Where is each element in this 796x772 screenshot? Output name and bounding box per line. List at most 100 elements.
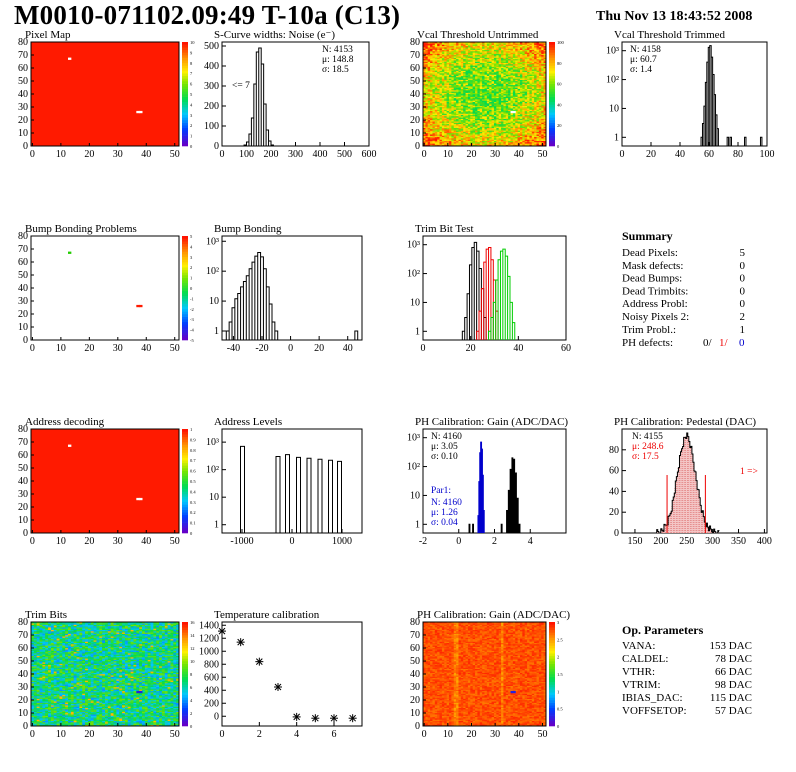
- heatmap-cell: [486, 116, 490, 118]
- heatmap-cell: [444, 94, 447, 96]
- heatmap-cell: [543, 103, 547, 105]
- heatmap-cell: [465, 44, 469, 47]
- heatmap-cell: [451, 103, 454, 105]
- heatmap-cell: [36, 724, 40, 727]
- heatmap-cell: [425, 113, 428, 115]
- heatmap-cell: [486, 97, 490, 100]
- heatmap-cell: [517, 58, 521, 61]
- heatmap-cell: [522, 47, 525, 49]
- heatmap-cell: [430, 112, 433, 114]
- heatmap-cell: [432, 104, 436, 106]
- heatmap-cell: [529, 121, 533, 123]
- palette-step: [549, 78, 555, 82]
- heatmap-cell: [489, 70, 492, 73]
- pixel-flag-red: [139, 304, 143, 308]
- heatmap-cell: [430, 69, 433, 71]
- heatmap-cell: [543, 96, 547, 99]
- heatmap-cell: [453, 143, 457, 145]
- heatmap-cell: [458, 107, 462, 109]
- heatmap-cell: [491, 60, 495, 62]
- heatmap-cell: [512, 48, 516, 50]
- heatmap-cell: [444, 131, 447, 134]
- heatmap-cell: [522, 94, 525, 96]
- heatmap-cell: [36, 645, 40, 647]
- heatmap-cell: [36, 650, 40, 653]
- palette-step: [182, 249, 188, 252]
- heatmap-cell: [425, 43, 428, 45]
- heatmap-cell: [519, 101, 523, 104]
- heatmap-cell: [484, 130, 488, 132]
- histogram-series-1: [477, 441, 485, 533]
- heatmap-cell: [437, 94, 440, 96]
- heatmap-cell: [465, 82, 469, 84]
- heatmap-cell: [519, 75, 523, 78]
- heatmap-cell: [515, 139, 518, 141]
- heatmap-cell: [432, 127, 436, 130]
- heatmap-cell: [472, 113, 476, 115]
- heatmap-cell: [434, 60, 438, 62]
- heatmap-cell: [522, 77, 525, 79]
- heatmap-cell: [491, 42, 495, 44]
- heatmap-cell: [470, 69, 473, 71]
- heatmap-cell: [430, 143, 433, 145]
- heatmap-cell: [432, 42, 436, 44]
- heatmap-cell: [538, 62, 542, 65]
- heatmap-cell: [534, 118, 537, 121]
- heatmap-cell: [456, 96, 459, 99]
- heatmap-cell: [439, 95, 443, 97]
- heatmap-cell: [453, 70, 457, 73]
- palette-step: [182, 135, 188, 139]
- heatmap-cell: [491, 78, 495, 80]
- heatmap-cell: [501, 86, 504, 88]
- heatmap-cell: [31, 648, 35, 650]
- heatmap-cell: [437, 44, 440, 47]
- heatmap-cell: [437, 69, 440, 71]
- heatmap-cell: [472, 97, 476, 100]
- heatmap-cell: [491, 91, 495, 93]
- heatmap-cell: [512, 136, 516, 139]
- heatmap-cell: [444, 103, 447, 105]
- heatmap-cell: [493, 138, 497, 140]
- heatmap-cell: [423, 42, 426, 44]
- heatmap-cell: [453, 66, 457, 69]
- heatmap-cell: [493, 61, 497, 63]
- heatmap-cell: [465, 136, 469, 139]
- heatmap-cell: [536, 52, 540, 54]
- heatmap-cell: [434, 42, 438, 44]
- heatmap-cell: [517, 42, 521, 44]
- heatmap-cell: [512, 116, 516, 118]
- heatmap-cell: [527, 131, 530, 134]
- heatmap-cell: [456, 82, 459, 84]
- heatmap-cell: [477, 42, 480, 44]
- heatmap-cell: [531, 94, 535, 96]
- heatmap-cell: [479, 120, 483, 122]
- heatmap-cell: [451, 64, 454, 66]
- heatmap-cell: [534, 47, 537, 49]
- heatmap-cell: [449, 83, 452, 86]
- heatmap-cell: [434, 88, 438, 91]
- heatmap-cell: [482, 52, 485, 54]
- palette-step: [182, 143, 188, 147]
- heatmap-cell: [527, 139, 530, 141]
- heatmap-cell: [517, 75, 521, 78]
- x-tick-label: 300: [288, 149, 303, 160]
- heatmap-cell: [441, 48, 445, 50]
- heatmap-cell: [536, 53, 540, 56]
- heatmap-cell: [460, 122, 464, 125]
- heatmap-cell: [489, 140, 492, 143]
- heatmap-cell: [515, 71, 518, 74]
- heatmap-cell: [505, 117, 509, 119]
- heatmap-cell: [458, 122, 462, 125]
- heatmap-cell: [456, 78, 459, 80]
- heatmap-cell: [489, 86, 492, 88]
- heatmap-cell: [423, 99, 426, 101]
- heatmap-cell: [463, 95, 466, 97]
- heatmap-cell: [458, 110, 462, 113]
- heatmap-cell: [522, 96, 525, 99]
- heatmap-cell: [493, 75, 497, 78]
- heatmap-cell: [493, 110, 497, 113]
- heatmap-cell: [427, 64, 431, 66]
- heatmap-cell: [510, 126, 514, 128]
- heatmap-cell: [508, 125, 511, 127]
- heatmap-cell: [515, 75, 518, 78]
